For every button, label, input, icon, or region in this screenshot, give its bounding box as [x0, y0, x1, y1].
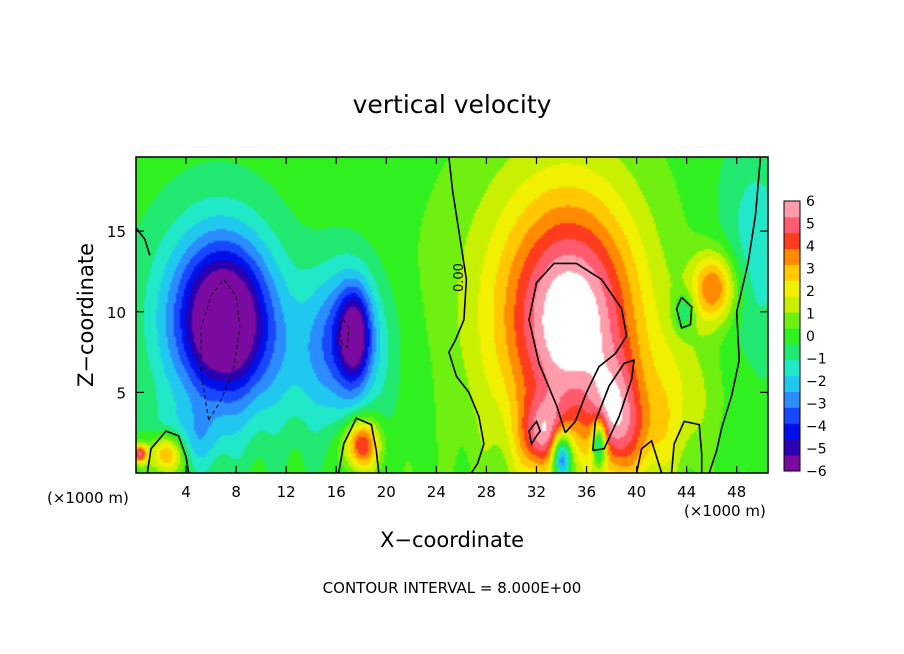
colorbar-swatch: [784, 423, 800, 440]
colorbar-swatch: [784, 343, 800, 361]
x-tick-label: 8: [231, 483, 241, 501]
colorbar-swatch: [784, 375, 800, 392]
colorbar-tick-label: 6: [806, 194, 815, 210]
colorbar-frame: [783, 200, 801, 472]
contour-line: [338, 317, 350, 349]
x-tick-label: 16: [327, 483, 346, 501]
contour-label: 0.00: [452, 263, 467, 292]
y-axis-label: Z−coordinate: [74, 243, 98, 387]
colorbar-swatch: [784, 264, 800, 281]
y-tick-label: 10: [107, 304, 126, 322]
contour-line: [146, 430, 190, 473]
colorbar-tick-label: 3: [806, 262, 815, 278]
chart-title: vertical velocity: [353, 90, 552, 119]
colorbar-swatch: [784, 296, 800, 313]
colorbar-tick-label: 4: [806, 239, 815, 255]
colorbar-swatch: [784, 232, 800, 250]
colorbar-swatch: [784, 248, 800, 265]
y-tick-label: 5: [116, 384, 126, 402]
contour-line: [448, 157, 485, 473]
contour-line: [592, 358, 636, 452]
colorbar-swatch: [784, 359, 800, 377]
colorbar-swatch: [784, 455, 800, 472]
x-tick-label: 32: [527, 483, 546, 501]
contour-line: [528, 419, 542, 447]
x-tick-label: 20: [377, 483, 396, 501]
x-tick-label: 40: [627, 483, 646, 501]
heatmap-field: [136, 157, 768, 473]
plot-frame: [135, 156, 769, 474]
contour-layer: [136, 157, 762, 473]
contour-line: [670, 420, 703, 473]
x-tick-label: 12: [277, 483, 296, 501]
colorbar-tick-label: 5: [806, 217, 815, 233]
contour-line: [675, 296, 693, 329]
colorbar-tick-label: 1: [806, 307, 815, 323]
x-axis: 4 8 12 16 20 24 28 32 36 40 44 48: [181, 157, 746, 501]
colorbar-swatch: [784, 280, 800, 297]
colorbar-swatch: [784, 391, 800, 408]
colorbar-swatch: [784, 407, 800, 424]
x-axis-label: X−coordinate: [380, 528, 524, 552]
x-tick-label: 48: [727, 483, 746, 501]
contour-line: [708, 157, 762, 473]
colorbar-tick-label: −2: [806, 374, 827, 390]
x-unit-right: (×1000 m): [684, 502, 766, 520]
colorbar-swatch: [784, 216, 800, 234]
colorbar-swatch: [784, 312, 800, 329]
colorbar-tick-label: −4: [806, 419, 827, 435]
colorbar-tick-label: −6: [806, 464, 827, 480]
colorbar-swatch: [784, 328, 800, 345]
colorbar: 6 5 4 3 2 1 0 −1 −2 −3 −4 −5 −6: [783, 194, 827, 480]
x-tick-label: 44: [677, 483, 696, 501]
colorbar-tick-label: 0: [806, 329, 815, 345]
x-tick-label: 36: [577, 483, 596, 501]
x-tick-label: 28: [477, 483, 496, 501]
colorbar-swatch: [784, 201, 800, 218]
contour-line: [528, 262, 628, 434]
y-axis: 5 10 15: [107, 223, 768, 402]
colorbar-swatch: [784, 439, 800, 456]
colorbar-tick-label: −3: [806, 397, 827, 413]
contour-line: [635, 439, 663, 473]
contour-line: [337, 417, 380, 473]
x-tick-label: 4: [181, 483, 191, 501]
y-tick-label: 15: [107, 223, 126, 241]
colorbar-tick-label: −5: [806, 442, 827, 458]
colorbar-tick-label: −1: [806, 352, 827, 368]
contour-interval-note: CONTOUR INTERVAL = 8.000E+00: [323, 579, 582, 597]
colorbar-tick-label: 2: [806, 284, 815, 300]
contour-line: [200, 278, 241, 421]
x-unit-left: (×1000 m): [47, 489, 129, 507]
x-tick-label: 24: [427, 483, 446, 501]
